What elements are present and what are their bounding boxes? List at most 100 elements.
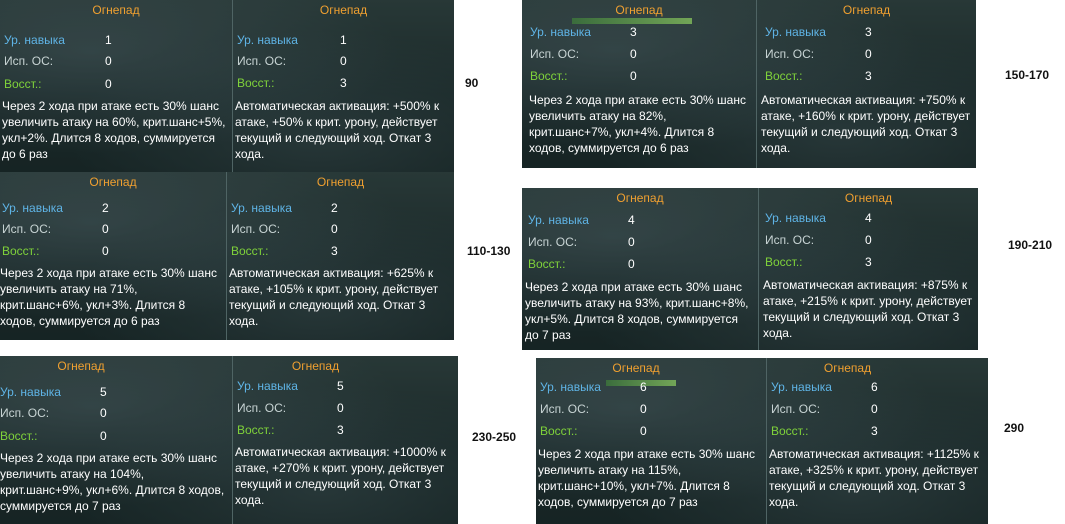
skill-title: Огнепад — [316, 175, 365, 189]
skill-title: Огнепад — [844, 191, 893, 205]
sp-cost-value: 0 — [105, 54, 112, 68]
skill-level-value: 2 — [102, 201, 109, 215]
skill-panel-level-2: Огнепад Ур. навыка 2 Исп. ОС: 0 Восст.: … — [0, 172, 454, 340]
skill-description: Автоматическая активация: +875% к атаке,… — [763, 278, 973, 340]
recovery-value: 3 — [865, 255, 872, 269]
health-bar-decoration — [572, 18, 692, 24]
skill-panel-level-4: Огнепад Ур. навыка 4 Исп. ОС: 0 Восст.: … — [522, 188, 978, 350]
health-bar-decoration — [606, 380, 676, 386]
skill-level-label: Ур. навыка — [765, 211, 826, 225]
recovery-value: 0 — [640, 424, 647, 438]
level-range-mark: 150-170 — [1005, 68, 1050, 82]
sp-cost-value: 0 — [640, 402, 647, 416]
active-skill-card: Огнепад Ур. навыка 6 Исп. ОС: 0 Восст.: … — [766, 358, 988, 524]
recovery-value: 0 — [105, 77, 112, 91]
recovery-label: Восст.: — [237, 423, 275, 437]
skill-level-value: 4 — [865, 211, 872, 225]
recovery-label: Восст.: — [540, 424, 578, 438]
recovery-value: 3 — [340, 76, 347, 90]
recovery-label: Восст.: — [771, 424, 809, 438]
sp-cost-label: Исп. ОС: — [237, 54, 287, 68]
skill-level-value: 1 — [340, 33, 347, 47]
recovery-value: 3 — [331, 244, 338, 258]
level-range-mark: 290 — [1004, 421, 1025, 435]
skill-title: Огнепад — [842, 3, 891, 17]
sp-cost-value: 0 — [100, 406, 107, 420]
sp-cost-label: Исп. ОС: — [237, 401, 287, 415]
passive-skill-card: Огнепад Ур. навыка 3 Исп. ОС: 0 Восст.: … — [522, 0, 756, 168]
skill-level-label: Ур. навыка — [528, 213, 589, 227]
skill-title: Огнепад — [616, 191, 664, 205]
skill-description: Автоматическая активация: +1000% к атаке… — [235, 445, 446, 507]
recovery-label: Восст.: — [231, 244, 269, 258]
active-skill-card: Огнепад Ур. навыка 2 Исп. ОС: 0 Восст.: … — [226, 172, 454, 340]
level-range-mark: 90 — [465, 76, 479, 90]
skill-level-label: Ур. навыка — [237, 379, 298, 393]
sp-cost-label: Исп. ОС: — [530, 47, 580, 61]
sp-cost-value: 0 — [628, 235, 635, 249]
skill-level-value: 5 — [337, 379, 344, 393]
skill-level-value: 6 — [640, 380, 647, 394]
level-range-mark: 230-250 — [472, 430, 517, 444]
skill-description: Через 2 хода при атаке есть 30% шанс уве… — [538, 447, 755, 509]
skill-description: Через 2 хода при атаке есть 30% шанс уве… — [2, 99, 226, 161]
recovery-label: Восст.: — [0, 429, 38, 443]
recovery-value: 3 — [865, 69, 872, 83]
skill-description: Через 2 хода при атаке есть 30% шанс уве… — [0, 266, 217, 328]
recovery-label: Восст.: — [530, 69, 568, 83]
sp-cost-value: 0 — [865, 233, 872, 247]
skill-level-label: Ур. навыка — [771, 380, 832, 394]
recovery-label: Восст.: — [765, 255, 803, 269]
passive-skill-card: Огнепад Ур. навыка 2 Исп. ОС: 0 Восст.: … — [0, 172, 226, 340]
skill-level-label: Ур. навыка — [4, 33, 65, 47]
skill-level-label: Ур. навыка — [530, 25, 591, 39]
recovery-label: Восст.: — [528, 257, 566, 271]
sp-cost-label: Исп. ОС: — [765, 233, 815, 247]
sp-cost-value: 0 — [337, 401, 344, 415]
skill-title: Огнепад — [319, 3, 368, 17]
passive-skill-card: Огнепад Ур. навыка 1 Исп. ОС: 0 Восст.: … — [0, 0, 232, 172]
active-skill-card: Огнепад Ур. навыка 4 Исп. ОС: 0 Восст.: … — [758, 188, 978, 350]
skill-level-label: Ур. навыка — [540, 380, 601, 394]
passive-skill-card: Огнепад Ур. навыка 6 Исп. ОС: 0 Восст.: … — [536, 358, 766, 524]
skill-level-label: Ур. навыка — [765, 25, 826, 39]
skill-panel-level-1: Огнепад Ур. навыка 1 Исп. ОС: 0 Восст.: … — [0, 0, 454, 172]
active-skill-card: Огнепад Ур. навыка 1 Исп. ОС: 0 Восст.: … — [232, 0, 454, 172]
level-range-mark: 110-130 — [467, 244, 511, 258]
skill-description: Автоматическая активация: +1125% к атаке… — [769, 447, 979, 509]
sp-cost-label: Исп. ОС: — [765, 47, 815, 61]
level-range-mark: 190-210 — [1008, 238, 1053, 252]
recovery-label: Восст.: — [237, 76, 275, 90]
skill-level-label: Ур. навыка — [231, 201, 292, 215]
active-skill-card: Огнепад Ур. навыка 5 Исп. ОС: 0 Восст.: … — [232, 356, 458, 524]
sp-cost-value: 0 — [340, 54, 347, 68]
recovery-value: 3 — [871, 424, 878, 438]
recovery-value: 0 — [630, 69, 637, 83]
skill-panel-level-5: Огнепад Ур. навыка 5 Исп. ОС: 0 Восст.: … — [0, 356, 458, 524]
skill-description: Автоматическая активация: +500% к атаке,… — [235, 99, 440, 161]
sp-cost-label: Исп. ОС: — [771, 402, 821, 416]
recovery-value: 3 — [337, 423, 344, 437]
skill-title: Огнепад — [57, 359, 105, 373]
passive-skill-card: Огнепад Ур. навыка 4 Исп. ОС: 0 Восст.: … — [522, 188, 758, 350]
skill-panel-level-6: Огнепад Ур. навыка 6 Исп. ОС: 0 Восст.: … — [536, 358, 988, 524]
skill-description: Автоматическая активация: +750% к атаке,… — [761, 93, 971, 155]
passive-skill-card: Огнепад Ур. навыка 5 Исп. ОС: 0 Восст.: … — [0, 356, 232, 524]
skill-level-label: Ур. навыка — [237, 33, 298, 47]
skill-title: Огнепад — [612, 361, 660, 375]
sp-cost-label: Исп. ОС: — [540, 402, 590, 416]
skill-title: Огнепад — [92, 3, 140, 17]
skill-description: Через 2 хода при атаке есть 30% шанс уве… — [0, 451, 225, 513]
skill-panel-level-3: Огнепад Ур. навыка 3 Исп. ОС: 0 Восст.: … — [522, 0, 976, 168]
active-skill-card: Огнепад Ур. навыка 3 Исп. ОС: 0 Восст.: … — [756, 0, 976, 168]
recovery-label: Восст.: — [2, 244, 40, 258]
skill-description: Через 2 хода при атаке есть 30% шанс уве… — [525, 280, 749, 342]
skill-level-value: 5 — [100, 385, 107, 399]
recovery-label: Восст.: — [4, 77, 42, 91]
skill-level-value: 2 — [331, 201, 338, 215]
skill-level-label: Ур. навыка — [0, 385, 61, 399]
skill-level-value: 3 — [865, 25, 872, 39]
sp-cost-label: Исп. ОС: — [528, 235, 578, 249]
recovery-label: Восст.: — [765, 69, 803, 83]
skill-title: Огнепад — [615, 3, 663, 17]
